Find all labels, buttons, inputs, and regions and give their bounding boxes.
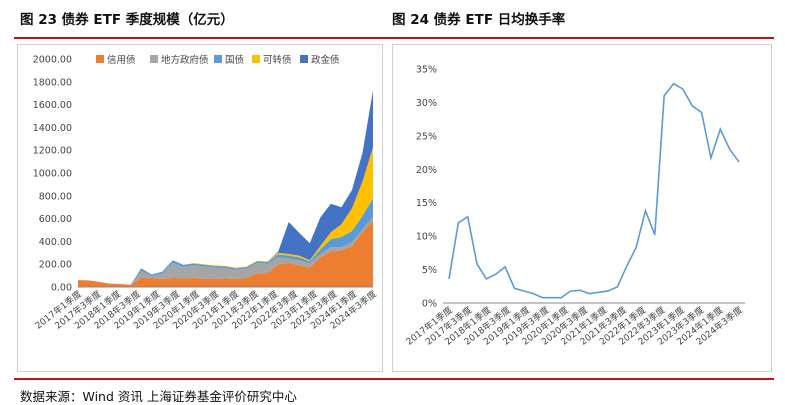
left-y-tick-label: 1200.00 <box>33 146 72 157</box>
left-y-tick-label: 600.00 <box>39 214 72 225</box>
left-y-tick-label: 0.00 <box>51 283 72 294</box>
left-y-tick-label: 800.00 <box>39 191 72 202</box>
bottom-rule <box>14 378 774 380</box>
left-y-tick-label: 1400.00 <box>33 123 72 134</box>
left-chart-title: 图 23 债券 ETF 季度规模（亿元） <box>20 12 234 28</box>
right-y-tick-label: 30% <box>416 98 437 109</box>
right-chart-panel: 0% 5% 10% 15% 20% 25% 30% 35% 2017年1季度 2017年3季度 20… <box>392 44 772 372</box>
area-series-local_gov <box>78 216 373 285</box>
right-y-tick-label: 15% <box>416 198 437 209</box>
left-y-tick-label: 1000.00 <box>33 169 72 180</box>
legend-label-treasury: 国债 <box>225 54 245 66</box>
area-series-treasury <box>78 198 373 285</box>
legend-label-local_gov: 地方政府债 <box>161 54 209 66</box>
left-chart: 0.00 200.00 400.00 600.00 800.00 1000.00 1200.… <box>33 54 379 332</box>
top-rule <box>14 37 774 39</box>
right-y-tick-label: 10% <box>416 232 437 243</box>
right-chart-title: 图 24 债券 ETF 日均换手率 <box>392 12 566 28</box>
right-chart: 0%5%10%15%20%25%30%35%2017年1季度2017年3季度20… <box>404 65 745 348</box>
left-chart-panel: 0.00 200.00 400.00 600.00 800.00 1000.00 1200.… <box>17 44 383 372</box>
left-y-tick-label: 200.00 <box>39 260 72 271</box>
right-y-tick-label: 35% <box>416 65 437 76</box>
area-series-policy <box>78 90 373 285</box>
left-y-tick-label: 1800.00 <box>33 77 72 88</box>
left-y-tick-label: 400.00 <box>39 237 72 248</box>
right-y-tick-label: 25% <box>416 131 437 142</box>
turnover-line <box>448 82 740 299</box>
legend-swatch-credit <box>96 55 104 63</box>
legend-swatch-convertible <box>252 55 260 63</box>
legend-swatch-policy <box>300 55 308 63</box>
legend-swatch-local_gov <box>150 55 158 63</box>
left-y-tick-label: 1600.00 <box>33 100 72 111</box>
legend-label-credit: 信用债 <box>107 54 136 66</box>
right-y-tick-label: 20% <box>416 165 437 176</box>
right-y-tick-label: 5% <box>422 265 437 276</box>
right-y-tick-label: 0% <box>422 299 437 310</box>
legend-swatch-treasury <box>214 55 222 63</box>
legend-label-policy: 政金债 <box>311 54 340 66</box>
source-note: 数据来源：Wind 资讯 上海证券基金评价研究中心 <box>20 389 297 404</box>
legend-label-convertible: 可转债 <box>263 54 292 66</box>
left-y-tick-label: 2000.00 <box>33 55 72 66</box>
area-series-credit <box>78 220 373 287</box>
left-legend: 信用债 地方政府债 国债 可转债 政金债 <box>96 54 340 66</box>
